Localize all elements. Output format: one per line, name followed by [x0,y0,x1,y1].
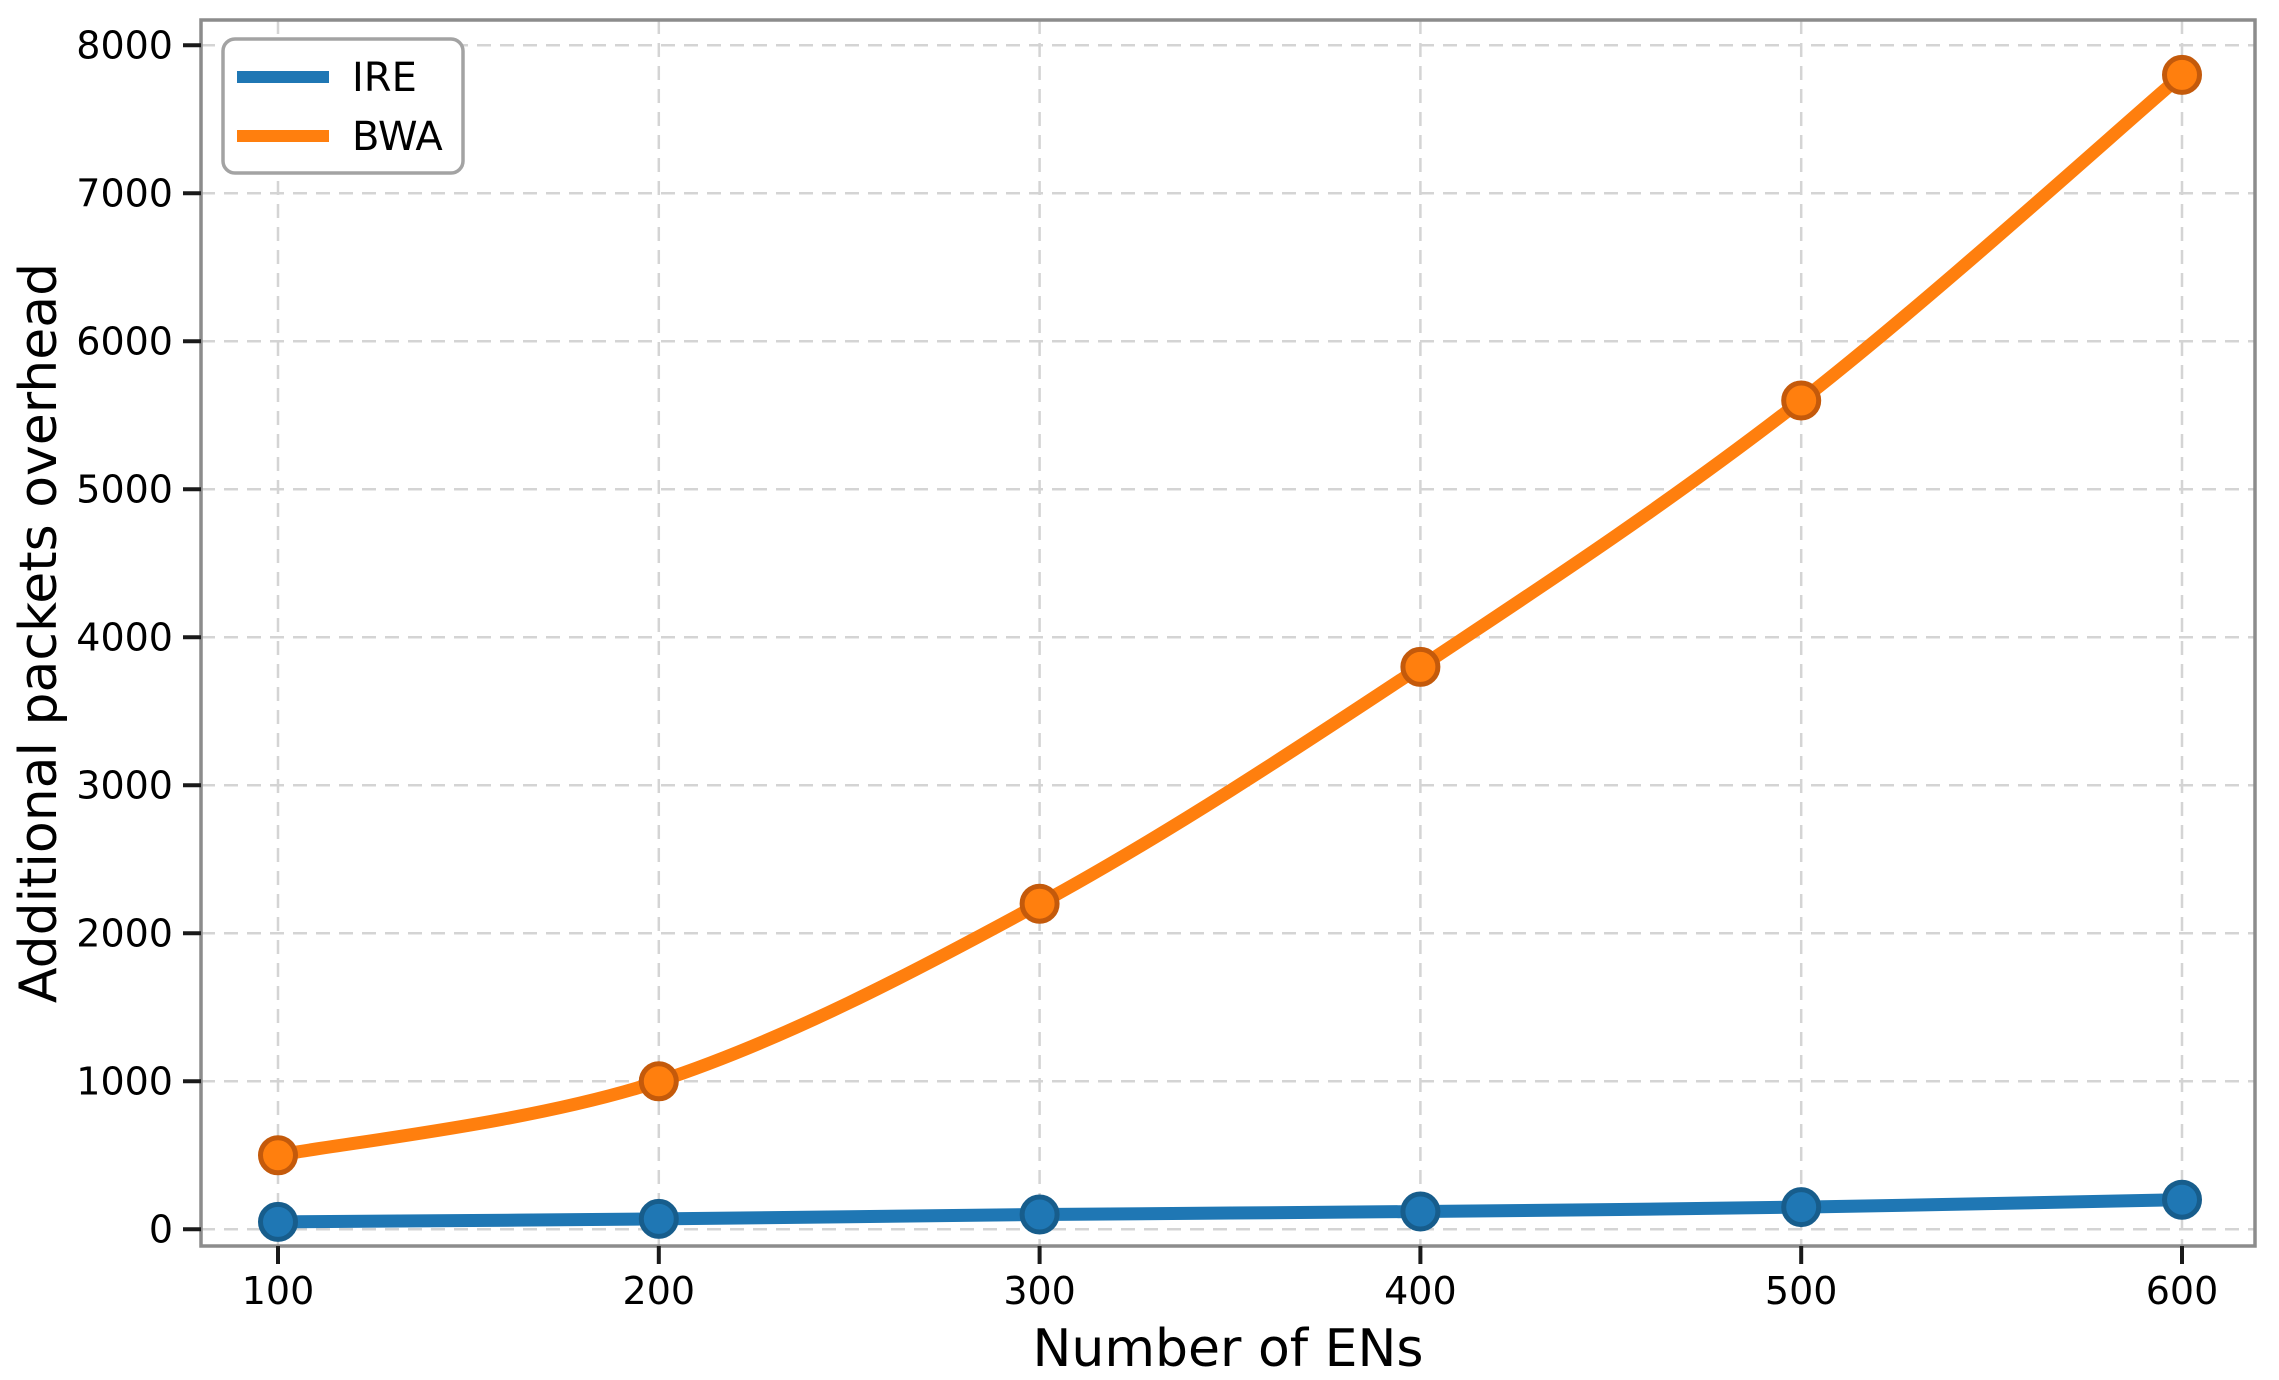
data-point-ire [2162,1179,2202,1220]
x-tick-label: 500 [1765,1269,1838,1313]
data-point-ire [1400,1191,1441,1232]
y-tick-label: 4000 [76,615,173,659]
y-tick-label: 7000 [76,171,173,215]
y-tick-label: 2000 [76,911,173,955]
data-point-bwa [638,1061,679,1102]
data-point-bwa [2162,54,2202,95]
y-tick-label: 5000 [76,467,173,511]
x-tick-label: 400 [1384,1269,1457,1313]
data-point-ire [1019,1194,1060,1235]
data-point-ire [1781,1187,1822,1228]
data-point-bwa [258,1135,298,1176]
x-tick-label: 100 [242,1269,315,1313]
series-line-ire [271,1193,2189,1229]
gridlines [201,20,2255,1246]
series-layer [258,54,2202,1242]
series-line-bwa [271,68,2189,1162]
data-point-ire [638,1198,679,1239]
x-tick-label: 200 [623,1269,696,1313]
data-point-bwa [1019,883,1060,924]
legend-label-bwa: BWA [352,114,443,160]
data-point-bwa [1781,380,1822,421]
y-tick-label: 8000 [76,23,173,67]
axis-ticks: 100 200 300 400 500 6000100020003000400050006… [76,23,2218,1313]
y-tick-label: 1000 [76,1059,173,1103]
plot-border [199,18,2257,1248]
y-axis-label: Additional packets overhead [9,263,69,1003]
y-tick-label: 3000 [76,763,173,807]
x-tick-label: 600 [2146,1269,2219,1313]
x-tick-label: 300 [1003,1269,1076,1313]
x-axis-label: Number of ENs [1033,1319,1424,1379]
data-point-ire [258,1201,298,1242]
y-tick-label: 6000 [76,319,173,363]
y-tick-label: 0 [149,1207,173,1251]
legend: IRE BWA [221,37,465,175]
legend-label-ire: IRE [352,55,417,101]
data-point-bwa [1400,646,1441,687]
